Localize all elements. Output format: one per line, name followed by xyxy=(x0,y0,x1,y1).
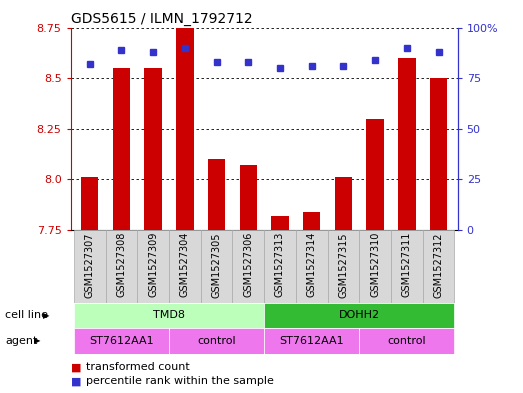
Bar xyxy=(106,230,137,303)
Text: GSM1527309: GSM1527309 xyxy=(148,232,158,298)
Text: GSM1527312: GSM1527312 xyxy=(434,232,444,298)
Bar xyxy=(271,216,289,230)
Bar xyxy=(74,328,169,354)
Text: ST7612AA1: ST7612AA1 xyxy=(279,336,344,346)
Bar xyxy=(208,159,225,230)
Text: GSM1527313: GSM1527313 xyxy=(275,232,285,298)
Text: GSM1527308: GSM1527308 xyxy=(116,232,127,298)
Bar xyxy=(423,230,454,303)
Text: control: control xyxy=(197,336,236,346)
Bar xyxy=(264,303,454,328)
Text: GDS5615 / ILMN_1792712: GDS5615 / ILMN_1792712 xyxy=(71,13,252,26)
Bar xyxy=(74,303,264,328)
Bar xyxy=(398,58,416,230)
Text: TMD8: TMD8 xyxy=(153,310,185,320)
Bar xyxy=(303,212,321,230)
Bar xyxy=(335,177,352,230)
Text: GSM1527307: GSM1527307 xyxy=(85,232,95,298)
Bar xyxy=(296,230,327,303)
Bar xyxy=(430,78,447,230)
Text: cell line: cell line xyxy=(5,310,48,320)
Bar xyxy=(232,230,264,303)
Text: GSM1527306: GSM1527306 xyxy=(243,232,253,298)
Text: ■: ■ xyxy=(71,376,81,386)
Text: percentile rank within the sample: percentile rank within the sample xyxy=(86,376,274,386)
Bar xyxy=(391,230,423,303)
Text: GSM1527304: GSM1527304 xyxy=(180,232,190,298)
Bar xyxy=(201,230,232,303)
Bar xyxy=(264,328,359,354)
Bar xyxy=(367,119,384,230)
Bar xyxy=(169,230,201,303)
Bar xyxy=(359,328,454,354)
Bar xyxy=(137,230,169,303)
Text: GSM1527311: GSM1527311 xyxy=(402,232,412,298)
Text: ■: ■ xyxy=(71,362,81,373)
Text: agent: agent xyxy=(5,336,38,346)
Text: control: control xyxy=(388,336,426,346)
Bar xyxy=(264,230,296,303)
Text: GSM1527314: GSM1527314 xyxy=(306,232,317,298)
Bar xyxy=(112,68,130,230)
Text: ▶: ▶ xyxy=(43,311,49,320)
Bar xyxy=(359,230,391,303)
Text: GSM1527305: GSM1527305 xyxy=(211,232,222,298)
Text: transformed count: transformed count xyxy=(86,362,190,373)
Bar xyxy=(81,177,98,230)
Bar xyxy=(240,165,257,230)
Text: GSM1527310: GSM1527310 xyxy=(370,232,380,298)
Bar xyxy=(144,68,162,230)
Text: ST7612AA1: ST7612AA1 xyxy=(89,336,154,346)
Bar xyxy=(74,230,106,303)
Text: GSM1527315: GSM1527315 xyxy=(338,232,348,298)
Text: ▶: ▶ xyxy=(34,336,40,345)
Bar xyxy=(176,28,194,230)
Bar xyxy=(169,328,264,354)
Bar xyxy=(327,230,359,303)
Text: DOHH2: DOHH2 xyxy=(339,310,380,320)
